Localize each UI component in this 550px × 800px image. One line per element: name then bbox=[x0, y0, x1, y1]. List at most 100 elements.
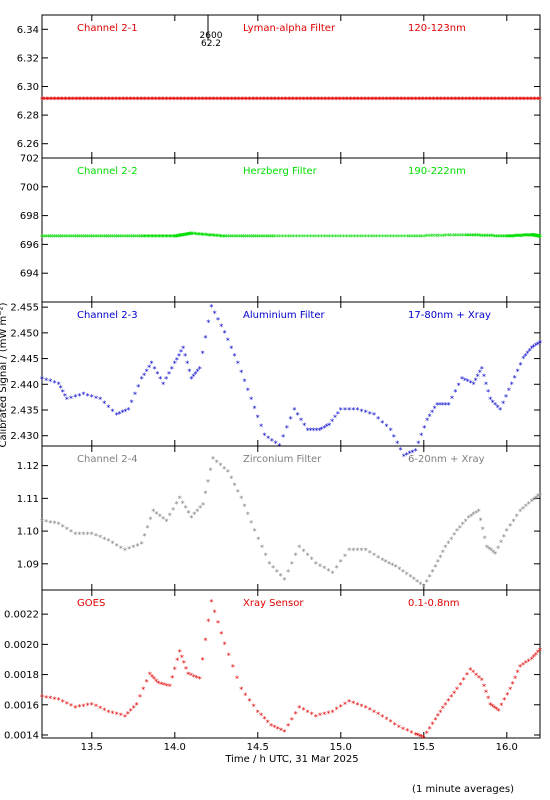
data-point: * bbox=[52, 95, 56, 104]
data-point: * bbox=[494, 705, 498, 714]
data-point: * bbox=[140, 375, 144, 384]
data-point: * bbox=[203, 232, 207, 241]
data-point: * bbox=[440, 95, 444, 104]
data-point: * bbox=[278, 95, 282, 104]
data-point: * bbox=[310, 95, 314, 104]
data-point: * bbox=[307, 95, 311, 104]
data-point: * bbox=[270, 437, 274, 446]
data-point: * bbox=[241, 233, 245, 242]
data-point: * bbox=[243, 503, 247, 512]
data-point: * bbox=[468, 666, 472, 675]
data-point: * bbox=[376, 711, 380, 720]
data-point: * bbox=[474, 671, 478, 680]
data-point: * bbox=[503, 233, 507, 242]
data-point: * bbox=[129, 233, 133, 242]
data-point: * bbox=[299, 416, 303, 425]
data-point: * bbox=[534, 342, 538, 351]
data-point: * bbox=[337, 95, 341, 104]
data-point: * bbox=[212, 232, 216, 241]
data-point: * bbox=[519, 232, 523, 241]
data-point: * bbox=[495, 95, 499, 104]
data-point: * bbox=[331, 570, 335, 579]
data-point: * bbox=[259, 712, 263, 721]
data-point: * bbox=[455, 527, 459, 536]
data-point: * bbox=[306, 552, 310, 561]
data-point: * bbox=[344, 233, 348, 242]
panel-frame bbox=[41, 589, 541, 739]
data-point: * bbox=[347, 95, 351, 104]
data-point: * bbox=[217, 233, 221, 242]
data-point: * bbox=[351, 406, 355, 415]
data-point: * bbox=[402, 95, 406, 104]
filter-label: Xray Sensor bbox=[243, 598, 304, 609]
data-point: * bbox=[430, 95, 434, 104]
data-point: * bbox=[227, 652, 231, 661]
data-point: * bbox=[187, 231, 191, 240]
data-point: * bbox=[147, 95, 151, 104]
data-point: * bbox=[202, 231, 206, 240]
data-point: * bbox=[207, 232, 211, 241]
data-point: * bbox=[311, 95, 315, 104]
data-point: * bbox=[405, 95, 409, 104]
data-point: * bbox=[411, 95, 415, 104]
footnote: (1 minute averages) bbox=[412, 784, 514, 795]
y-tick-label: 6.32 bbox=[17, 53, 39, 64]
data-point: * bbox=[86, 530, 90, 539]
data-point: * bbox=[380, 713, 384, 722]
data-point: * bbox=[152, 365, 156, 374]
data-point: * bbox=[470, 232, 474, 241]
data-point: * bbox=[205, 95, 209, 104]
data-point: * bbox=[138, 693, 142, 702]
data-point: * bbox=[123, 95, 127, 104]
data-point: * bbox=[106, 537, 110, 546]
data-point: * bbox=[201, 501, 205, 510]
data-point: * bbox=[119, 233, 123, 242]
data-point: * bbox=[364, 704, 368, 713]
data-point: * bbox=[537, 95, 541, 104]
data-point: * bbox=[366, 233, 370, 242]
data-point: * bbox=[489, 547, 493, 556]
data-point: * bbox=[270, 95, 274, 104]
data-point: * bbox=[398, 95, 402, 104]
data-point: * bbox=[168, 512, 172, 521]
data-point: * bbox=[258, 233, 262, 242]
data-point: * bbox=[194, 370, 198, 379]
data-point: * bbox=[300, 233, 304, 242]
data-point: * bbox=[243, 95, 247, 104]
data-point: * bbox=[509, 233, 513, 242]
data-point: * bbox=[145, 678, 149, 687]
data-point: * bbox=[186, 509, 190, 518]
data-point: * bbox=[498, 406, 502, 415]
data-point: * bbox=[202, 95, 206, 104]
data-point: * bbox=[184, 504, 188, 513]
data-point: * bbox=[389, 95, 393, 104]
data-point: * bbox=[518, 507, 522, 516]
data-point: * bbox=[535, 95, 539, 104]
data-point: * bbox=[452, 95, 456, 104]
data-point: * bbox=[272, 233, 276, 242]
data-point: * bbox=[315, 95, 319, 104]
data-point: * bbox=[170, 233, 174, 242]
data-point: * bbox=[73, 95, 77, 104]
data-point: * bbox=[237, 233, 241, 242]
data-point: * bbox=[527, 500, 531, 509]
data-point: * bbox=[54, 95, 58, 104]
data-point: * bbox=[274, 95, 278, 104]
data-point: * bbox=[94, 233, 98, 242]
data-point: * bbox=[405, 233, 409, 242]
data-point: * bbox=[174, 233, 178, 242]
data-point: * bbox=[192, 673, 196, 682]
data-point: * bbox=[339, 406, 343, 415]
data-point: * bbox=[171, 506, 175, 515]
data-point: * bbox=[508, 95, 512, 104]
data-point: * bbox=[90, 393, 94, 402]
data-point: * bbox=[343, 700, 347, 709]
data-point: * bbox=[84, 233, 88, 242]
data-point: * bbox=[418, 580, 422, 589]
data-point: * bbox=[111, 709, 115, 718]
data-point: * bbox=[368, 410, 372, 419]
data-point: * bbox=[94, 703, 98, 712]
data-point: * bbox=[496, 233, 500, 242]
data-point: * bbox=[469, 95, 473, 104]
data-point: * bbox=[105, 95, 109, 104]
